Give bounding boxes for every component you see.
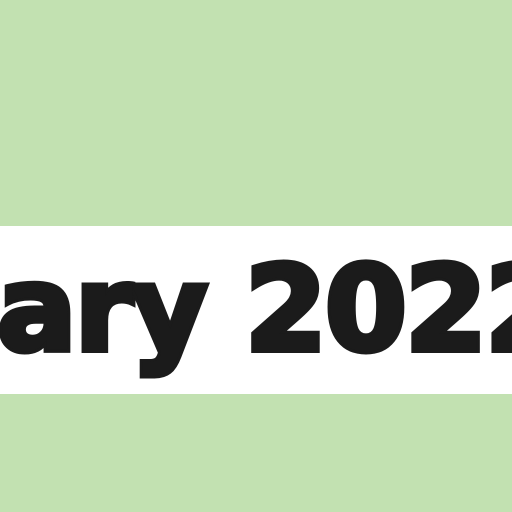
banner-date-text: ary 2022 bbox=[0, 237, 512, 381]
date-banner: ary 2022 bbox=[0, 226, 512, 394]
